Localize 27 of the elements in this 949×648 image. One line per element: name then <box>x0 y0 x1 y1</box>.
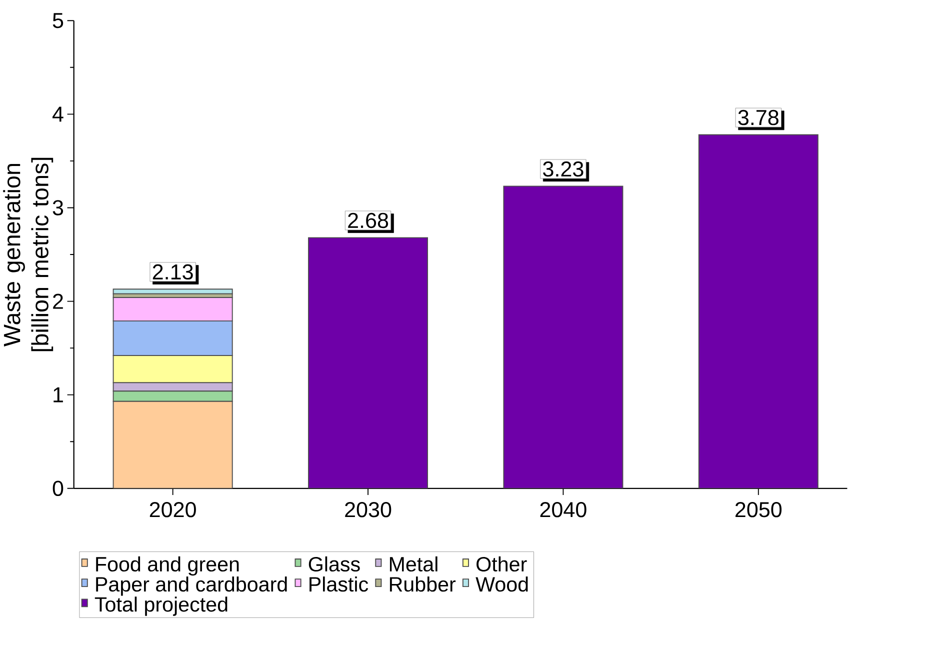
y-axis-title: Waste generation [billion metric tons] <box>3 158 54 352</box>
legend-label: Glass <box>308 556 360 572</box>
legend-label: Metal <box>390 556 438 572</box>
x-tick-label: 2030 <box>345 502 392 518</box>
x-tick-label: 2050 <box>736 502 782 518</box>
y-tick-label: 1 <box>54 388 63 402</box>
total-label: 3.23 <box>543 162 584 177</box>
y-tick-label: 4 <box>52 106 64 122</box>
legend-label: Food and green <box>96 556 239 576</box>
legend-label: Plastic <box>310 576 368 592</box>
y-tick-label: 0 <box>52 480 64 496</box>
y-tick-label: 5 <box>52 13 64 28</box>
total-label: 2.13 <box>152 264 193 280</box>
bar <box>503 186 624 489</box>
legend-label: Wood <box>476 576 528 592</box>
y-tick-label: 2 <box>53 294 63 309</box>
legend-label: Paper and cardboard <box>96 576 287 596</box>
total-label: 3.78 <box>738 110 778 126</box>
total-label: 2.68 <box>348 212 388 228</box>
bar <box>698 134 818 489</box>
legend-label: Rubber <box>390 576 456 592</box>
x-tick-label: 2040 <box>540 502 586 518</box>
legend-label: Total projected <box>94 596 228 616</box>
legend-label: Other <box>476 556 527 572</box>
bar <box>308 237 428 489</box>
y-tick-label: 3 <box>52 200 64 216</box>
x-tick-label: 2020 <box>150 502 196 518</box>
